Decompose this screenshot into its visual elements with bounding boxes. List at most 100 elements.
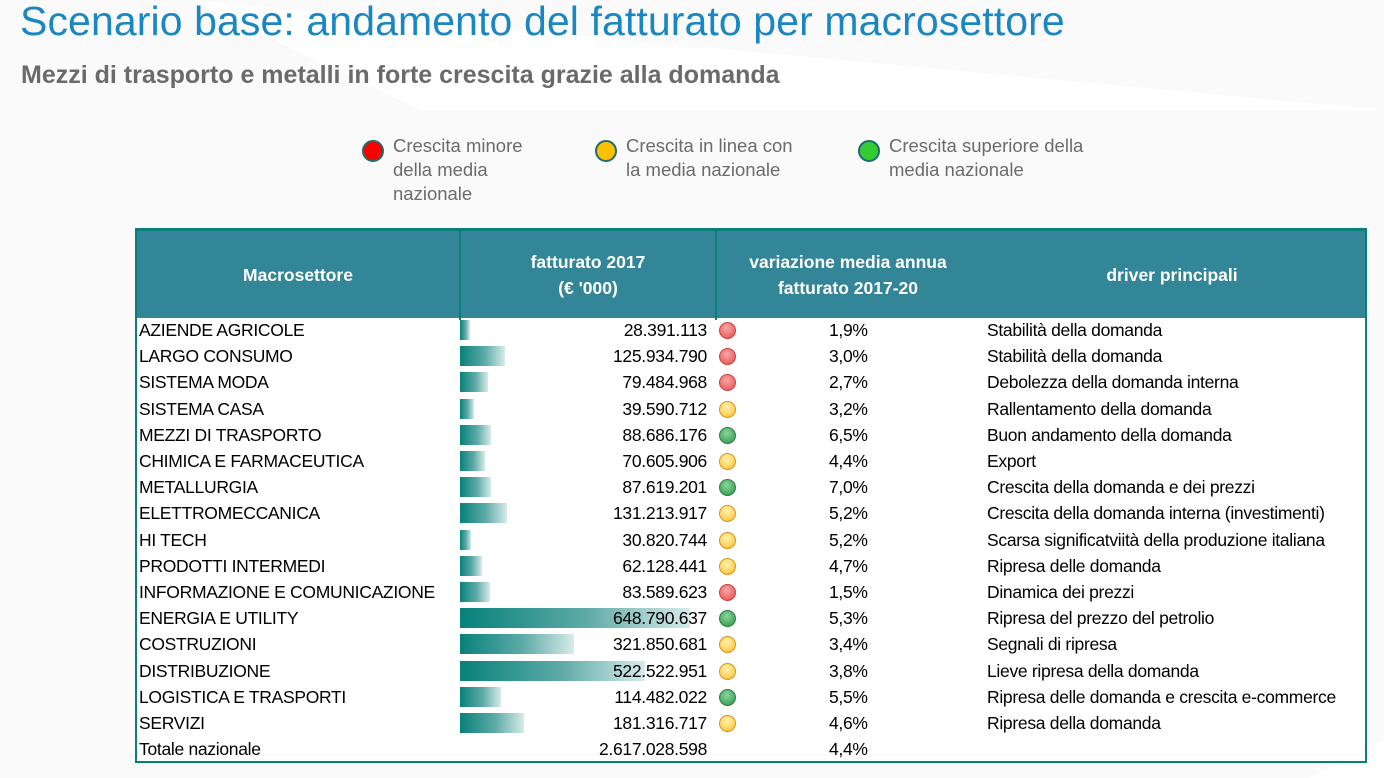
- revenue-value: 62.128.441: [622, 555, 707, 576]
- table-row: ELETTROMECCANICA 131.213.917 5,2% Crescita …: [137, 500, 1365, 526]
- green-status-circle-icon: [719, 688, 736, 706]
- total-row: Totale nazionale 2.617.028.598 4,4%: [137, 736, 1365, 762]
- growth-rate: 3,8%: [829, 660, 868, 681]
- revenue-databar: [460, 320, 471, 340]
- main-driver: Stabilità della domanda: [987, 320, 1163, 340]
- revenue-databar: [460, 346, 505, 367]
- table-row: SISTEMA CASA 39.590.712 3,2% Rallentamento …: [137, 396, 1365, 422]
- revenue-databar: [460, 398, 475, 419]
- table-row: ENERGIA E UTILITY 648.790.637 5,3% Ripresa …: [137, 605, 1365, 631]
- main-driver: Crescita della domanda e dei prezzi: [987, 477, 1255, 498]
- main-driver: Ripresa del prezzo del petrolio: [987, 608, 1215, 629]
- main-driver: Export: [987, 451, 1036, 471]
- table-row: CHIMICA E FARMACEUTICA 70.605.906 4,4% Expo…: [137, 448, 1365, 474]
- main-driver: Buon andamento della domanda: [987, 424, 1232, 445]
- table-row: MEZZI DI TRASPORTO 88.686.176 6,5% Buon and…: [137, 422, 1365, 448]
- growth-rate: 2,7%: [829, 372, 868, 393]
- table-row: PRODOTTI INTERMEDI 62.128.441 4,7% Ripresa …: [137, 553, 1365, 579]
- main-driver: Lieve ripresa della domanda: [987, 660, 1199, 681]
- growth-rate: 1,9%: [829, 320, 868, 340]
- growth-rate: 3,0%: [829, 346, 868, 367]
- table-header: Macrosettore fatturato 2017 (€ '000) var…: [137, 230, 1365, 318]
- table-row: SERVIZI 181.316.717 4,6% Ripresa della doma…: [137, 710, 1365, 736]
- green-circle-icon: [858, 140, 880, 162]
- revenue-databar: [460, 477, 492, 498]
- revenue-databar: [460, 529, 471, 550]
- green-status-circle-icon: [719, 426, 736, 444]
- yellow-status-circle-icon: [719, 505, 736, 523]
- revenue-value: 30.820.744: [622, 529, 707, 550]
- sector-name: ELETTROMECCANICA: [139, 503, 320, 524]
- green-status-circle-icon: [719, 610, 736, 628]
- sector-name: SISTEMA CASA: [139, 398, 264, 419]
- growth-rate: 5,3%: [829, 608, 868, 629]
- main-driver: Debolezza della domanda interna: [987, 372, 1239, 393]
- legend-label: Crescita superiore della media nazionale: [889, 135, 1084, 180]
- revenue-value: 648.790.637: [612, 608, 707, 629]
- sector-name: LOGISTICA E TRASPORTI: [139, 686, 346, 707]
- sector-name: SISTEMA MODA: [139, 372, 269, 393]
- main-driver: Dinamica dei prezzi: [987, 582, 1134, 602]
- growth-rate: 4,7%: [829, 555, 868, 576]
- main-driver: Stabilità della domanda: [987, 346, 1163, 367]
- revenue-value: 39.590.712: [622, 398, 707, 419]
- sector-name: LARGO CONSUMO: [139, 346, 293, 367]
- revenue-value: 87.619.201: [622, 477, 707, 498]
- revenue-databar: [460, 634, 575, 655]
- red-circle-icon: [362, 140, 384, 162]
- yellow-circle-icon: [595, 140, 617, 162]
- growth-rate: 7,0%: [829, 477, 868, 498]
- main-driver: Ripresa della domanda: [987, 713, 1161, 733]
- main-driver: Scarsa significatviità della produzione …: [987, 529, 1325, 550]
- sector-name: MEZZI DI TRASPORTO: [139, 424, 322, 445]
- legend-item-yellow: Crescita in linea con la media nazionale: [595, 134, 793, 182]
- revenue-value: 125.934.790: [612, 346, 707, 367]
- legend-item-green: Crescita superiore della media nazionale: [858, 134, 1083, 182]
- red-status-circle-icon: [719, 322, 736, 339]
- total-revenue-value: 2.617.028.598: [598, 739, 707, 760]
- revenue-value: 131.213.917: [612, 503, 707, 524]
- main-driver: Crescita della domanda interna (investim…: [987, 503, 1325, 524]
- red-status-circle-icon: [719, 584, 736, 601]
- column-divider: [715, 230, 717, 320]
- revenue-value: 70.605.906: [622, 451, 707, 471]
- revenue-databar: [460, 660, 646, 681]
- yellow-status-circle-icon: [719, 453, 736, 470]
- sector-name: CHIMICA E FARMACEUTICA: [139, 451, 364, 471]
- main-driver: Rallentamento della domanda: [987, 398, 1212, 419]
- revenue-databar: [460, 424, 492, 445]
- legend-label: Crescita minore della media nazionale: [393, 135, 523, 204]
- column-header-macrosettore: Macrosettore: [243, 264, 353, 285]
- revenue-value: 79.484.968: [622, 372, 707, 393]
- revenue-value: 522.522.951: [612, 660, 707, 681]
- sector-name: AZIENDE AGRICOLE: [139, 320, 305, 340]
- table-row: DISTRIBUZIONE 522.522.951 3,8% Lieve ripres…: [137, 658, 1365, 684]
- yellow-status-circle-icon: [719, 662, 736, 680]
- table-row: LARGO CONSUMO 125.934.790 3,0% Stabilità de…: [137, 343, 1365, 369]
- sector-name: COSTRUZIONI: [139, 634, 257, 655]
- table-row: LOGISTICA E TRASPORTI 114.482.022 5,5% Ripr…: [137, 684, 1365, 710]
- sector-name: DISTRIBUZIONE: [139, 660, 271, 681]
- total-label: Totale nazionale: [139, 739, 261, 760]
- revenue-value: 181.316.717: [612, 713, 707, 733]
- growth-rate: 4,4%: [829, 451, 868, 471]
- revenue-databar: [460, 372, 489, 393]
- table-row: METALLURGIA 87.619.201 7,0% Crescita della …: [137, 474, 1365, 500]
- revenue-databar: [460, 555, 483, 576]
- column-divider: [459, 230, 461, 320]
- sector-name: SERVIZI: [139, 713, 205, 733]
- main-driver: Ripresa delle domanda: [987, 555, 1161, 576]
- yellow-status-circle-icon: [719, 557, 736, 575]
- page-subtitle: Mezzi di trasporto e metalli in forte cr…: [21, 61, 780, 89]
- legend-item-red: Crescita minore della media nazionale: [362, 134, 523, 206]
- yellow-status-circle-icon: [719, 531, 736, 549]
- growth-rate: 5,2%: [829, 503, 868, 524]
- yellow-status-circle-icon: [719, 400, 736, 418]
- growth-rate: 5,2%: [829, 529, 868, 550]
- revenue-value: 83.589.623: [622, 582, 707, 602]
- sector-name: ENERGIA E UTILITY: [139, 608, 299, 629]
- legend-label: Crescita in linea con la media nazionale: [626, 135, 793, 180]
- table-row: COSTRUZIONI 321.850.681 3,4% Segnali di rip…: [137, 631, 1365, 657]
- red-status-circle-icon: [719, 348, 736, 366]
- table-row: AZIENDE AGRICOLE 28.391.113 1,9% Stabilità …: [137, 317, 1365, 343]
